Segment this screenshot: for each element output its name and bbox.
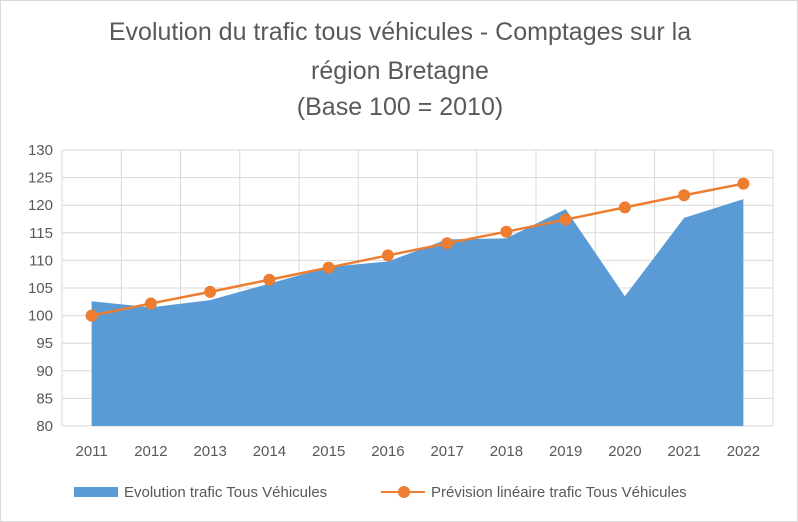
line-point: [381, 249, 394, 262]
legend-label-line: Prévision linéaire trafic Tous Véhicules: [431, 483, 687, 501]
y-tick-label: 115: [29, 225, 53, 242]
x-tick-label: 2013: [193, 443, 226, 460]
line-point: [559, 213, 572, 226]
line-point: [500, 225, 513, 238]
line-point: [144, 297, 157, 310]
x-tick-label: 2012: [134, 443, 167, 460]
x-tick-label: 2019: [549, 443, 582, 460]
x-tick-label: 2014: [253, 443, 286, 460]
y-tick-label: 90: [36, 363, 53, 380]
line-point: [204, 285, 217, 298]
x-tick-label: 2021: [667, 443, 700, 460]
line-point: [441, 237, 454, 250]
line-point: [737, 177, 750, 190]
x-tick-label: 2011: [75, 443, 107, 460]
y-tick-label: 130: [28, 142, 53, 159]
chart-title-line-3: (Base 100 = 2010): [296, 93, 504, 121]
x-tick-label: 2015: [312, 443, 345, 460]
line-point: [618, 201, 631, 214]
line-series-prevision: [91, 182, 744, 317]
line-point: [263, 273, 276, 286]
x-tick-label: 2022: [727, 443, 760, 460]
y-tick-label: 120: [28, 197, 53, 214]
x-tick-label: 2016: [371, 443, 404, 460]
y-tick-label: 80: [36, 418, 53, 435]
y-tick-label: 100: [28, 308, 53, 325]
line-point: [322, 261, 335, 274]
y-tick-label: 125: [28, 170, 53, 187]
x-tick-label: 2017: [430, 443, 463, 460]
line-point: [85, 309, 98, 322]
x-tick-label: 2018: [490, 443, 523, 460]
legend: Evolution trafic Tous Véhicules Prévisio…: [1, 479, 798, 505]
y-tick-label: 95: [36, 335, 53, 352]
chart-title-line-1: Evolution du trafic tous véhicules - Com…: [108, 18, 692, 46]
legend-swatch-area: [74, 487, 118, 497]
chart-title-line-2: région Bretagne: [311, 57, 489, 85]
legend-item-line: Prévision linéaire trafic Tous Véhicules: [381, 479, 687, 505]
y-tick-label: 85: [36, 390, 53, 407]
y-tick-label: 110: [29, 252, 53, 269]
legend-label-area: Evolution trafic Tous Véhicules: [124, 483, 328, 501]
x-tick-label: 2020: [608, 443, 641, 460]
line-point: [678, 189, 691, 202]
area-series-evolution: [91, 199, 744, 426]
legend-swatch-line: [381, 486, 425, 498]
plot-area: 80 85 90 95 100 105 110 115 120 125 130 2011 2012 201…: [28, 142, 774, 460]
y-tick-label: 105: [28, 280, 53, 297]
legend-item-area: Evolution trafic Tous Véhicules: [74, 479, 327, 505]
